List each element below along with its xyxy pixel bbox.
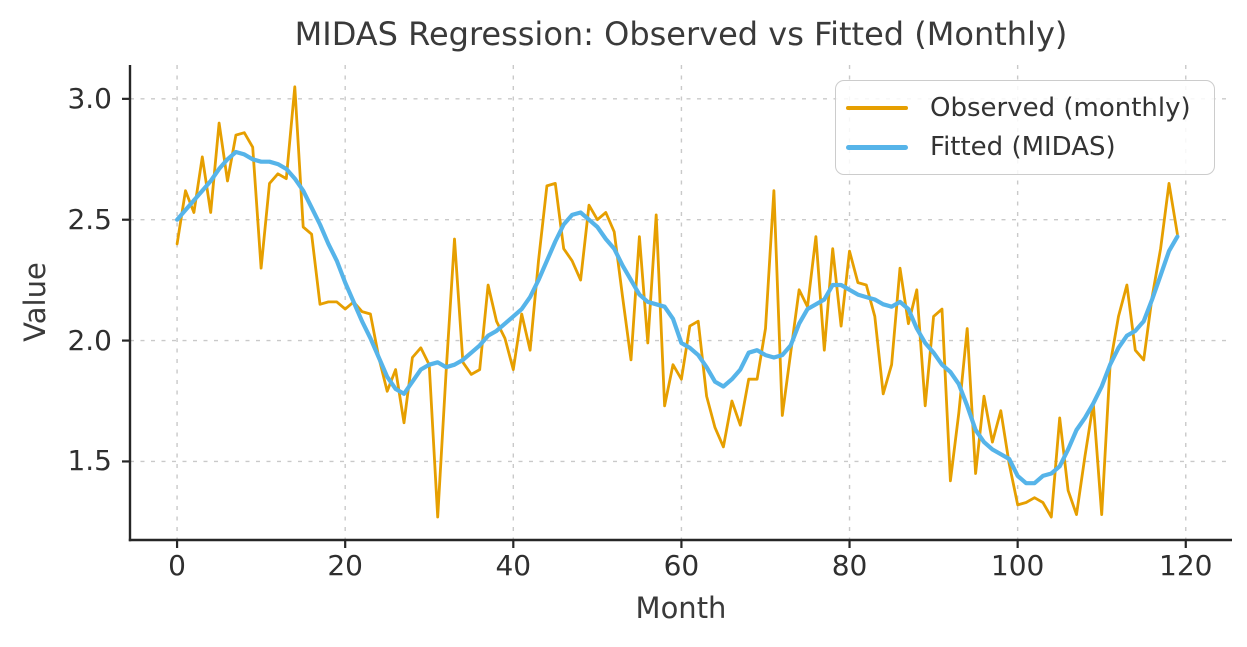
y-tick-label: 2.5	[67, 202, 112, 236]
legend-label-observed: Observed (monthly)	[930, 93, 1191, 123]
x-tick-label: 40	[495, 549, 532, 582]
observed-line	[175, 85, 1179, 519]
chart-title: MIDAS Regression: Observed vs Fitted (Mo…	[294, 15, 1068, 53]
x-tick-label: 0	[168, 549, 186, 582]
y-tick-label: 3.0	[67, 81, 112, 115]
legend: Observed (monthly) Fitted (MIDAS)	[835, 80, 1215, 175]
legend-item-observed: Observed (monthly)	[846, 93, 1202, 123]
x-tick-label: 60	[663, 549, 700, 582]
x-axis-label: Month	[635, 591, 727, 625]
observed-line-sample-icon	[846, 106, 908, 110]
legend-item-fitted: Fitted (MIDAS)	[846, 132, 1202, 162]
x-tick-label: 80	[831, 549, 868, 582]
y-tick-label: 2.0	[67, 323, 112, 357]
x-tick-label: 20	[327, 549, 363, 582]
y-tick-label: 1.5	[67, 444, 112, 478]
fitted-line-sample-icon	[846, 144, 908, 150]
fitted-line	[175, 149, 1180, 486]
x-tick-label: 120	[1159, 549, 1213, 582]
legend-label-fitted: Fitted (MIDAS)	[930, 132, 1116, 162]
x-tick-label: 100	[990, 549, 1045, 582]
